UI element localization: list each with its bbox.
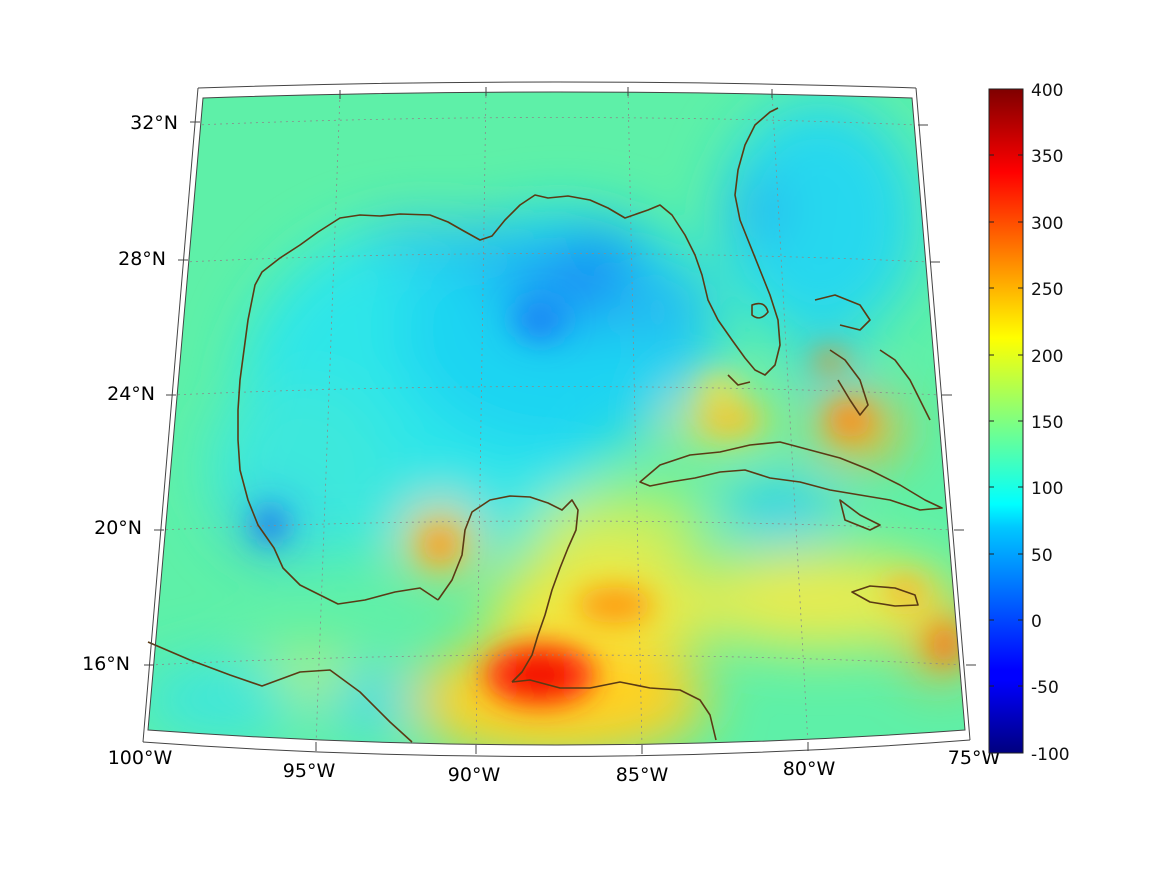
colorbar-label: 350 xyxy=(1031,147,1063,167)
coastlines xyxy=(147,107,943,743)
lon-label: 75°W xyxy=(948,747,1001,769)
colorbar-label: 0 xyxy=(1031,612,1042,632)
colorbar-label: 150 xyxy=(1031,413,1063,433)
lon-label: 80°W xyxy=(783,758,836,780)
lat-label: 20°N xyxy=(94,517,142,539)
latitude-labels: 32°N 28°N 24°N 20°N 16°N xyxy=(82,112,178,675)
colorbar-label: 200 xyxy=(1031,347,1063,367)
lat-label: 28°N xyxy=(118,248,166,270)
lon-label: 100°W xyxy=(108,747,173,769)
longitude-labels: 100°W 95°W 90°W 85°W 80°W 75°W xyxy=(108,747,1001,786)
colorbar-label: -100 xyxy=(1031,745,1070,765)
colorbar-ramp xyxy=(988,88,1024,754)
lon-label: 95°W xyxy=(283,760,336,782)
frame-ticks xyxy=(144,87,976,754)
lat-label: 24°N xyxy=(107,383,155,405)
map-frame xyxy=(142,81,971,758)
colorbar-label: -50 xyxy=(1031,678,1059,698)
colorbar-label: 50 xyxy=(1031,546,1053,566)
lat-label: 16°N xyxy=(82,653,130,675)
colorbar: 400 350 300 250 200 150 100 50 0 -50 -10… xyxy=(988,81,1070,765)
graticule xyxy=(149,92,965,745)
colorbar-label: 100 xyxy=(1031,479,1063,499)
data-field xyxy=(148,92,965,745)
colorbar-label: 300 xyxy=(1031,214,1063,234)
colorbar-label: 400 xyxy=(1031,81,1063,101)
lat-label: 32°N xyxy=(130,112,178,134)
lon-label: 85°W xyxy=(616,764,669,786)
colorbar-label: 250 xyxy=(1031,280,1063,300)
lon-label: 90°W xyxy=(448,764,501,786)
